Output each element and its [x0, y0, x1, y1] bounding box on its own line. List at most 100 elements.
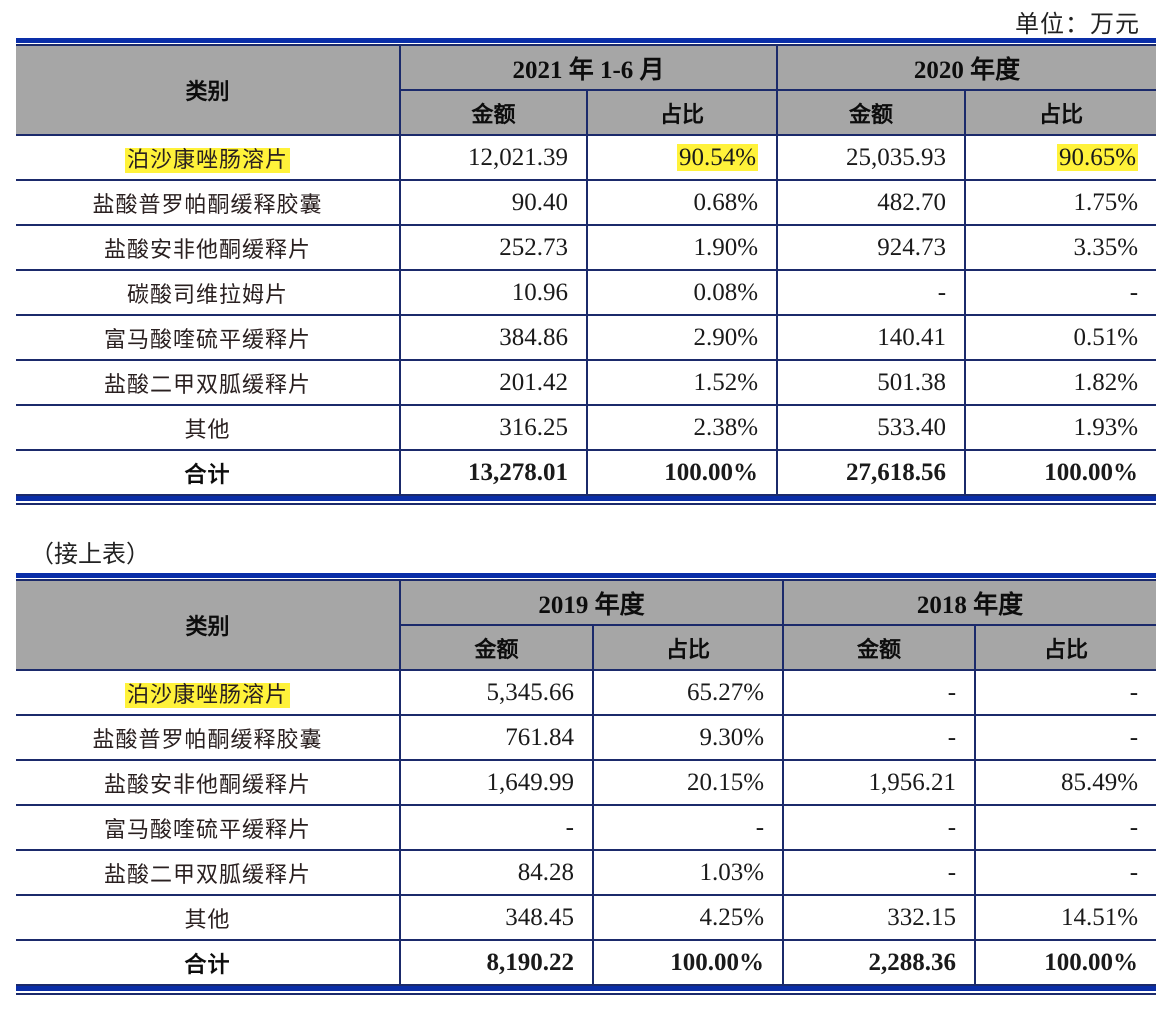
amount-header: 金额 — [782, 624, 977, 671]
table-bottom-rule-thin — [16, 984, 1156, 986]
amount-cell: 5,345.66 — [399, 669, 594, 716]
amount-cell: 12,021.39 — [399, 134, 588, 181]
amount-cell: 924.73 — [776, 224, 967, 271]
share-cell: - — [974, 804, 1157, 851]
amount-cell: 533.40 — [776, 404, 967, 451]
revenue-table-2019-2018: 类别 2019 年度 2018 年度 金额 占比 金额 占比 泊沙康唑肠溶片 5… — [16, 573, 1157, 995]
share-cell: - — [974, 849, 1157, 896]
amount-cell: 10.96 — [399, 269, 588, 316]
revenue-table: 类别 2019 年度 2018 年度 金额 占比 金额 占比 泊沙康唑肠溶片 5… — [16, 581, 1157, 984]
table-top-rule — [16, 573, 1156, 578]
product-name-highlighted: 泊沙康唑肠溶片 — [124, 147, 290, 173]
share-cell: 65.27% — [591, 669, 785, 716]
amount-cell: 84.28 — [399, 849, 594, 896]
share-cell: 2.38% — [585, 404, 779, 451]
amount-cell: 252.73 — [399, 224, 588, 271]
table-row: 碳酸司维拉姆片 10.96 0.08% - - — [16, 269, 1157, 316]
product-name: 其他 — [16, 894, 401, 941]
product-name: 盐酸普罗帕酮缓释胶囊 — [16, 714, 401, 761]
period-header: 2021 年 1-6 月 — [398, 46, 779, 91]
amount-cell: 201.42 — [399, 359, 588, 406]
amount-cell: 482.70 — [776, 179, 967, 226]
amount-cell: 384.86 — [399, 314, 588, 361]
table-row: 泊沙康唑肠溶片 5,345.66 65.27% - - — [16, 669, 1157, 716]
amount-cell: 1,649.99 — [399, 759, 594, 806]
share-cell: 1.75% — [964, 179, 1157, 226]
table-bottom-rule-thin — [16, 494, 1156, 496]
share-cell: - — [974, 669, 1157, 716]
table-row: 泊沙康唑肠溶片 12,021.39 90.54% 25,035.93 90.65… — [16, 134, 1157, 181]
share-cell: 0.68% — [585, 179, 779, 226]
share-cell: - — [591, 804, 785, 851]
share-cell: 1.52% — [585, 359, 779, 406]
amount-cell: 90.40 — [399, 179, 588, 226]
amount-cell: - — [399, 804, 594, 851]
amount-cell: 316.25 — [399, 404, 588, 451]
share-cell: - — [974, 714, 1157, 761]
revenue-table-2021-2020: 类别 2021 年 1-6 月 2020 年度 金额 占比 金额 占比 泊沙康唑… — [16, 38, 1157, 505]
total-share: 100.00% — [974, 939, 1157, 984]
product-name: 富马酸喹硫平缓释片 — [16, 804, 401, 851]
product-name: 其他 — [16, 404, 401, 451]
total-row: 合计 13,278.01 100.00% 27,618.56 100.00% — [16, 449, 1157, 494]
amount-cell: - — [782, 804, 977, 851]
table-row: 盐酸安非他酮缓释片 1,649.99 20.15% 1,956.21 85.49… — [16, 759, 1157, 806]
share-cell: 85.49% — [974, 759, 1157, 806]
table-top-rule — [16, 38, 1156, 43]
share-cell: 0.08% — [585, 269, 779, 316]
amount-header: 金额 — [400, 624, 594, 671]
share-header: 占比 — [974, 624, 1157, 671]
table-row: 盐酸普罗帕酮缓释胶囊 761.84 9.30% - - — [16, 714, 1157, 761]
amount-cell: 25,035.93 — [776, 134, 967, 181]
table-row: 盐酸二甲双胍缓释片 84.28 1.03% - - — [16, 849, 1157, 896]
category-header: 类别 — [16, 46, 401, 136]
unit-label: 单位：万元 — [1015, 12, 1140, 38]
share-header: 占比 — [585, 89, 779, 136]
table-row: 其他 316.25 2.38% 533.40 1.93% — [16, 404, 1157, 451]
share-cell: 14.51% — [974, 894, 1157, 941]
total-row: 合计 8,190.22 100.00% 2,288.36 100.00% — [16, 939, 1157, 984]
period-header: 2019 年度 — [398, 581, 785, 626]
total-amount: 13,278.01 — [399, 449, 588, 494]
product-name: 盐酸安非他酮缓释片 — [16, 759, 401, 806]
amount-cell: 501.38 — [776, 359, 967, 406]
total-amount: 2,288.36 — [782, 939, 977, 984]
total-share: 100.00% — [964, 449, 1157, 494]
share-cell-highlighted: 90.54% — [676, 143, 759, 171]
table-top-rule-thin — [16, 579, 1156, 581]
product-name: 碳酸司维拉姆片 — [16, 269, 401, 316]
share-cell: 1.90% — [585, 224, 779, 271]
table-top-rule-thin — [16, 44, 1156, 46]
amount-cell: - — [782, 669, 977, 716]
product-name-highlighted: 泊沙康唑肠溶片 — [124, 682, 290, 708]
share-header: 占比 — [591, 624, 785, 671]
total-amount: 27,618.56 — [776, 449, 967, 494]
share-cell: 9.30% — [591, 714, 785, 761]
total-share: 100.00% — [591, 939, 785, 984]
share-cell: 2.90% — [585, 314, 779, 361]
share-cell: 4.25% — [591, 894, 785, 941]
category-header: 类别 — [16, 581, 401, 671]
share-header: 占比 — [964, 89, 1157, 136]
share-cell: 1.82% — [964, 359, 1157, 406]
amount-cell: - — [776, 269, 967, 316]
amount-header: 金额 — [776, 89, 967, 136]
share-cell: - — [964, 269, 1157, 316]
table-bottom-rule — [16, 496, 1156, 501]
table-bottom-rule — [16, 986, 1156, 991]
table-row: 盐酸安非他酮缓释片 252.73 1.90% 924.73 3.35% — [16, 224, 1157, 271]
amount-cell: 332.15 — [782, 894, 977, 941]
total-amount: 8,190.22 — [399, 939, 594, 984]
product-name: 盐酸普罗帕酮缓释胶囊 — [16, 179, 401, 226]
amount-cell: - — [782, 714, 977, 761]
table-row: 其他 348.45 4.25% 332.15 14.51% — [16, 894, 1157, 941]
total-share: 100.00% — [585, 449, 779, 494]
table-row: 盐酸二甲双胍缓释片 201.42 1.52% 501.38 1.82% — [16, 359, 1157, 406]
amount-cell: 348.45 — [399, 894, 594, 941]
period-header: 2018 年度 — [782, 581, 1157, 626]
period-header: 2020 年度 — [776, 46, 1157, 91]
total-label: 合计 — [16, 939, 401, 984]
amount-cell: 140.41 — [776, 314, 967, 361]
share-cell: 20.15% — [591, 759, 785, 806]
share-cell: 3.35% — [964, 224, 1157, 271]
